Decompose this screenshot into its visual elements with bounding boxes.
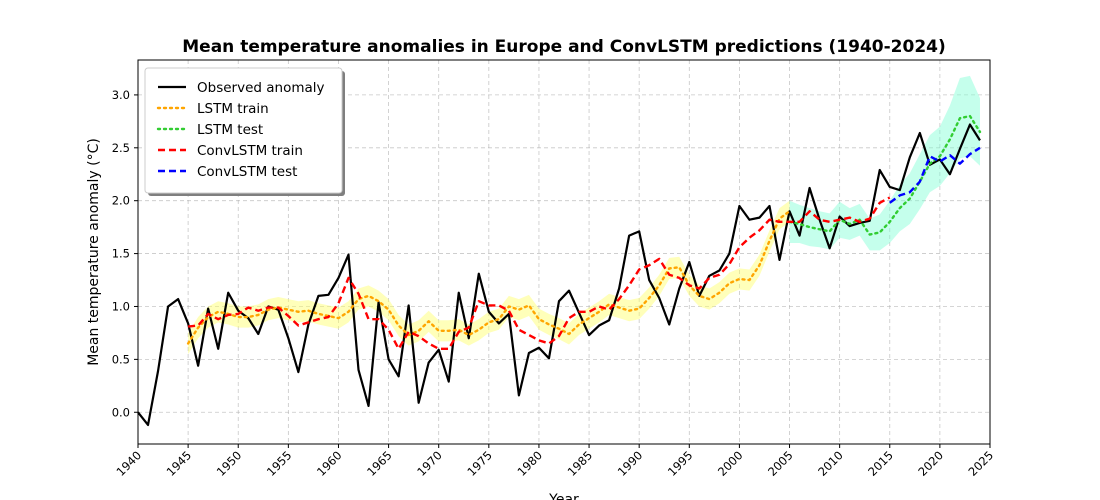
y-tick-label: 0.5 — [112, 352, 130, 366]
y-tick-label: 1.5 — [112, 247, 130, 261]
legend-label-observed-anomaly: Observed anomaly — [197, 80, 325, 96]
legend-box — [144, 67, 343, 194]
convlstm-test-line — [889, 146, 981, 204]
y-tick-label: 0.0 — [112, 405, 130, 419]
y-tick-label: 1.0 — [112, 299, 130, 313]
legend-label-convlstm-train: ConvLSTM train — [197, 143, 303, 159]
chart-title: Mean temperature anomalies in Europe and… — [182, 37, 946, 57]
legend-label-lstm-test: LSTM test — [197, 122, 263, 138]
y-tick-label: 2.5 — [112, 141, 130, 155]
legend-label-lstm-train: LSTM train — [197, 101, 269, 117]
uncertainty-bands — [188, 75, 980, 355]
lstm-test-line — [788, 114, 982, 236]
convlstm-train-line — [187, 196, 891, 350]
y-tick-label: 3.0 — [112, 88, 130, 102]
legend-label-convlstm-test: ConvLSTM test — [197, 164, 297, 180]
lstm-test-band — [789, 75, 980, 251]
legend: Observed anomaly LSTM train LSTM test ConvL… — [144, 67, 345, 196]
y-axis-label: Mean temperature anomaly (°C) — [86, 138, 102, 366]
observed-anomaly-line — [137, 123, 981, 427]
x-axis-label: Year — [548, 492, 579, 500]
series-lines — [137, 114, 982, 427]
plot-frame — [137, 59, 991, 445]
y-tick-label: 2.0 — [112, 194, 130, 208]
lstm-train-band — [188, 200, 790, 355]
y-axis-ticks: 0.0 0.5 1.0 1.5 2.0 2.5 3.0 — [112, 88, 138, 419]
